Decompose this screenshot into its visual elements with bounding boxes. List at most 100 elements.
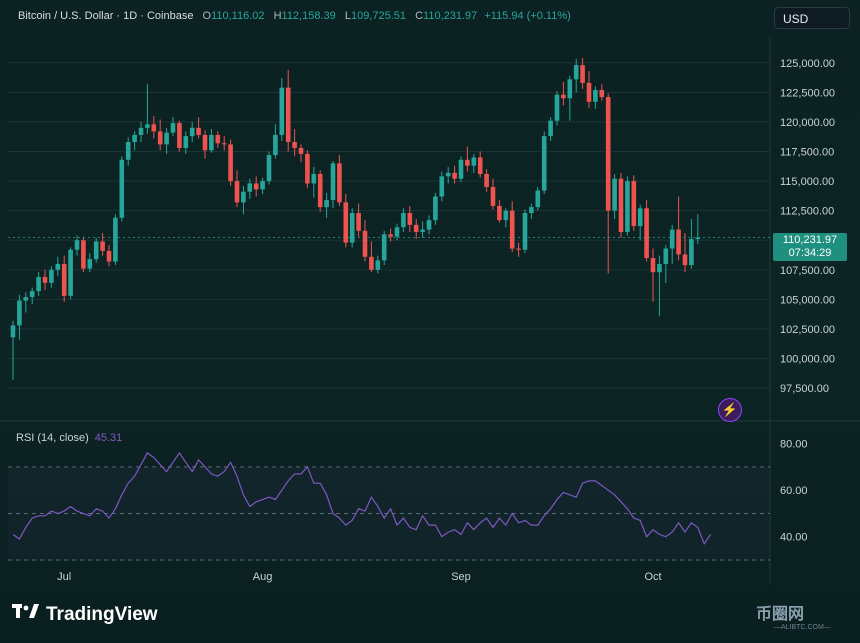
candle-body (330, 163, 336, 201)
candle-body (113, 217, 118, 262)
rsi-legend[interactable]: RSI (14, close) 45.31 (16, 432, 122, 444)
symbol-header: Bitcoin / U.S. Dollar · 1D · Coinbase O 1… (18, 10, 571, 22)
high-label: H (273, 10, 282, 22)
price-tick-label: 112,500.00 (780, 206, 834, 218)
currency-button[interactable]: USD (774, 7, 850, 29)
candle-body (273, 134, 278, 156)
candle-body (695, 237, 701, 240)
candle-body (388, 234, 393, 237)
candle-body (151, 124, 157, 132)
candle-body (29, 291, 35, 298)
candle-body (177, 123, 182, 148)
candle-body (356, 213, 361, 231)
candle-body (426, 220, 432, 230)
candle-body (196, 127, 201, 135)
candle-body (637, 208, 643, 227)
watermark-name: 币圈网 (756, 606, 805, 623)
open-label: O (202, 10, 212, 22)
candle-body (593, 89, 598, 102)
candle-body (241, 191, 246, 203)
candle-body (202, 134, 208, 151)
rsi-pane (8, 451, 770, 561)
price-axis: 125,000.00 122,500.00 120,000.00 117,500.00… (780, 58, 835, 544)
price-grid (0, 38, 860, 585)
candle-body (529, 207, 534, 214)
candle-body (580, 65, 585, 83)
candle-body (375, 260, 381, 270)
candle-body (292, 142, 297, 148)
candle-body (586, 82, 592, 102)
candle-body (324, 200, 329, 208)
candle-body (522, 213, 528, 250)
candle-body (465, 159, 470, 166)
change-value: +115.94 (+0.11%) (484, 10, 571, 22)
time-tick-label: Sep (451, 571, 471, 583)
candle-body (10, 325, 16, 338)
candle-body (266, 155, 272, 182)
candle-body (644, 208, 649, 258)
candle-body (87, 259, 93, 269)
candle-body (682, 254, 688, 266)
candle-body (663, 248, 669, 264)
bar-countdown: 07:34:29 (788, 247, 832, 259)
candle-body (260, 181, 265, 190)
tradingview-brand[interactable]: TradingView (12, 604, 158, 626)
candle-body (170, 123, 176, 133)
symbol-title[interactable]: Bitcoin / U.S. Dollar · 1D · Coinbase (18, 10, 194, 22)
candle-body (42, 276, 48, 283)
price-tick-label: 120,000.00 (780, 117, 835, 129)
candle-body (599, 89, 605, 98)
candle-body (74, 240, 80, 250)
candle-body (119, 159, 125, 218)
candle-body (221, 143, 227, 145)
close-label: C (415, 10, 424, 22)
candle-body (516, 248, 521, 250)
lightning-event-icon[interactable]: ⚡ (718, 398, 742, 422)
candle-body (132, 134, 137, 143)
candle-body (125, 142, 131, 160)
candle-body (420, 229, 425, 232)
candle-body (458, 159, 464, 179)
candle-body (612, 178, 617, 211)
candle-body (253, 183, 259, 190)
candle-body (490, 187, 496, 206)
price-tick-label: 105,000.00 (780, 294, 835, 306)
candle-body (452, 172, 457, 179)
candle-body (362, 230, 368, 257)
candle-body (631, 181, 637, 227)
time-tick-label: Aug (253, 571, 273, 583)
candle-body (618, 178, 624, 232)
candle-body (68, 249, 73, 296)
candle-body (55, 263, 61, 270)
candle-body (605, 97, 611, 211)
candle-body (349, 213, 355, 243)
candle-body (497, 205, 502, 221)
candle-body (573, 65, 579, 80)
candle-body (317, 173, 323, 208)
candle-body (183, 136, 189, 148)
high-value: 112,158.39 (281, 10, 336, 22)
candle-body (17, 300, 22, 326)
price-tick-label: 122,500.00 (780, 87, 835, 99)
candle-body (209, 134, 214, 151)
rsi-current-value: 45.31 (94, 432, 123, 444)
candle-body (61, 263, 67, 296)
watermark-url: —ALIBTC.COM— (774, 624, 831, 631)
candle-body (657, 263, 662, 273)
candle-body (381, 234, 387, 261)
candle-body (228, 144, 233, 182)
candle-body (548, 120, 553, 137)
candle-body (49, 269, 54, 283)
candle-body (567, 79, 573, 99)
candle-body (433, 196, 438, 221)
candle-body (676, 229, 681, 255)
site-watermark: 币圈网 —ALIBTC.COM— (756, 600, 831, 631)
candle-body (279, 87, 285, 135)
candle-body (343, 202, 349, 243)
candle-body (138, 127, 144, 135)
candle-body (145, 124, 150, 128)
rsi-title: RSI (14, close) (16, 432, 89, 444)
candle-body (625, 181, 630, 232)
